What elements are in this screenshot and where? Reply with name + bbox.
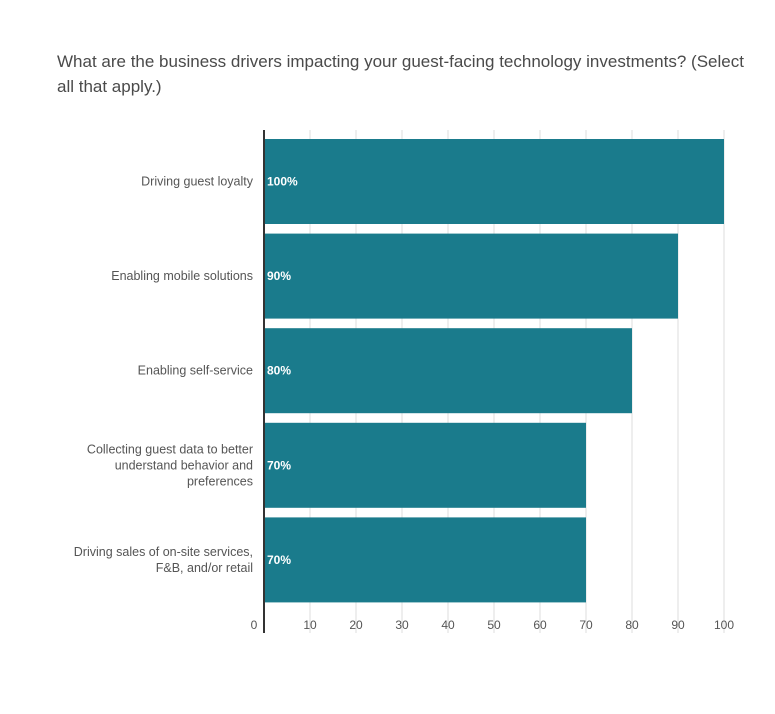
category-label: Enabling mobile solutions (111, 269, 253, 283)
data-label: 70% (267, 553, 291, 567)
bar (264, 139, 724, 224)
x-tick-label: 70 (579, 618, 593, 632)
data-label: 80% (267, 364, 291, 378)
category-label: Collecting guest data to better understan… (87, 442, 253, 488)
bar (264, 422, 586, 508)
x-tick-label: 100 (714, 618, 734, 632)
chart-title: What are the business drivers impacting … (57, 52, 744, 96)
bar (264, 328, 632, 414)
category-label: Driving guest loyalty (141, 175, 254, 189)
bar (264, 517, 586, 603)
x-tick-label: 10 (303, 618, 317, 632)
x-tick-label: 30 (395, 618, 409, 632)
data-label: 70% (267, 458, 291, 472)
data-labels: 100% 90% 80% 70% 70% (267, 175, 298, 567)
category-label: Driving sales of on-site services, F&B, a… (74, 545, 253, 575)
x-tick-label: 60 (533, 618, 547, 632)
x-tick-label: 20 (349, 618, 363, 632)
x-tick-label: 40 (441, 618, 455, 632)
bars (264, 139, 724, 603)
data-label: 90% (267, 269, 291, 283)
x-tick-label: 90 (671, 618, 685, 632)
x-tick-label: 80 (625, 618, 639, 632)
x-tick-label: 50 (487, 618, 501, 632)
x-tick-label: 0 (251, 618, 258, 632)
category-labels: Driving guest loyalty Enabling mobile sol… (74, 175, 254, 575)
x-tick-labels: 0 10 20 30 40 50 60 70 80 90 100 (251, 618, 735, 632)
bar (264, 233, 678, 319)
data-label: 100% (267, 175, 298, 189)
category-label: Enabling self-service (138, 364, 253, 378)
